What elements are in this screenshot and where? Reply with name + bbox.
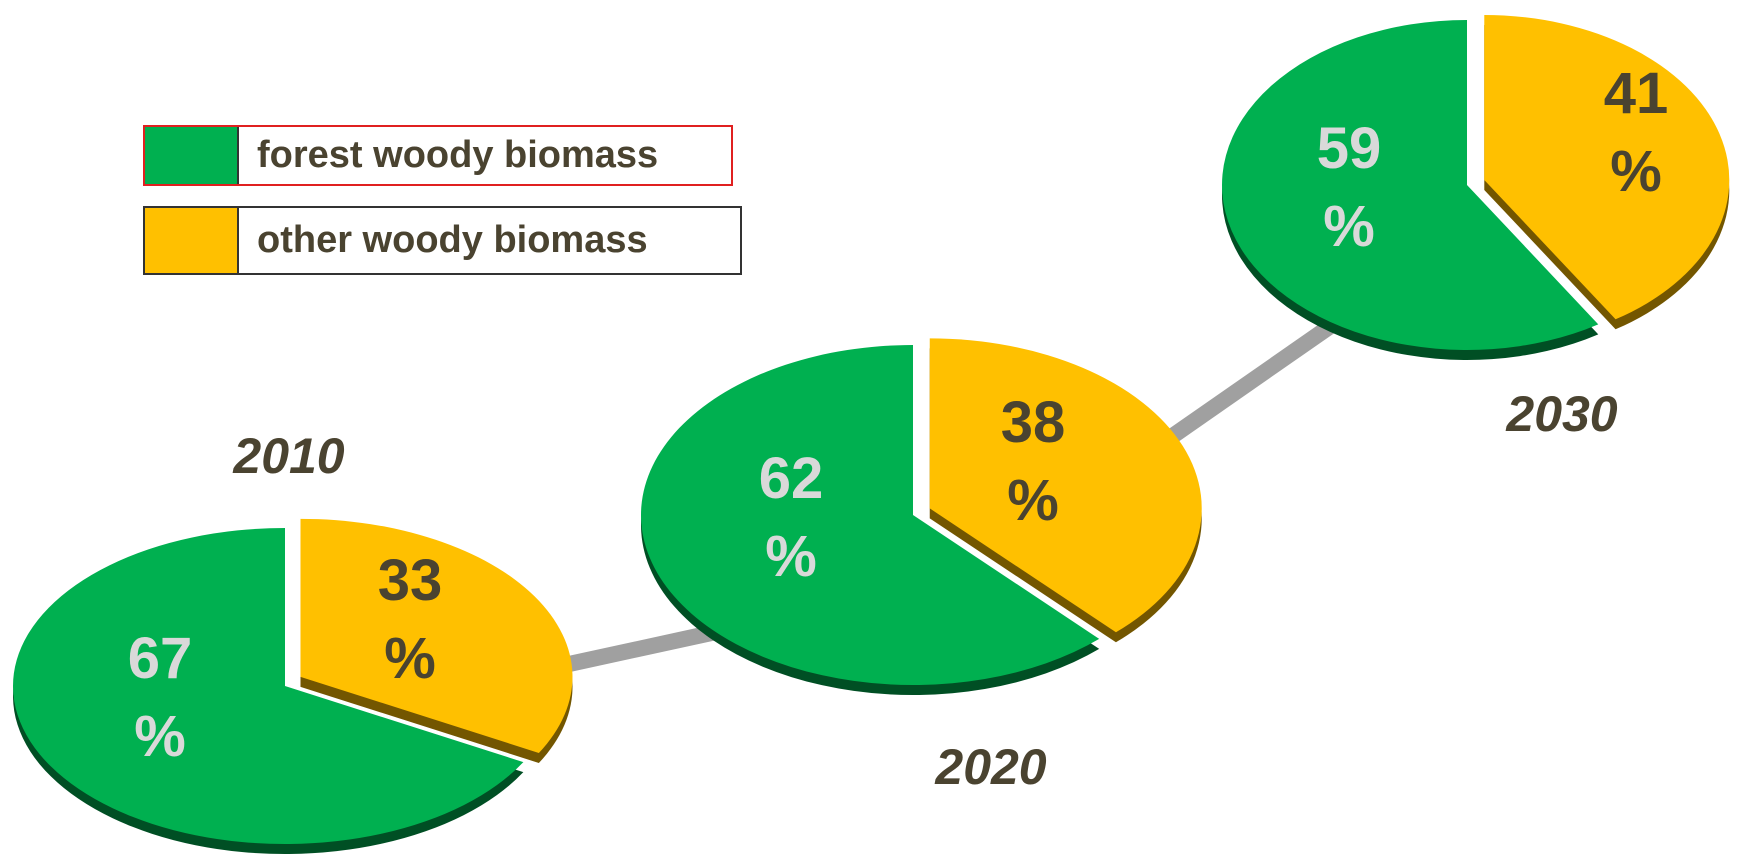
slice bbox=[1484, 14, 1730, 320]
slice bbox=[1221, 20, 1599, 350]
pie-title: 2030 bbox=[1506, 386, 1618, 442]
legend-swatch bbox=[145, 208, 239, 273]
legend-label: other woody biomass bbox=[257, 219, 648, 261]
value-label: 67 % bbox=[127, 626, 193, 769]
value-label: 59 % bbox=[1316, 116, 1382, 259]
legend-label: forest woody biomass bbox=[257, 134, 659, 176]
value-label: 62 % bbox=[758, 446, 824, 589]
slice bbox=[12, 528, 524, 845]
slice bbox=[300, 518, 573, 753]
slice bbox=[929, 338, 1202, 633]
value-label: 38 % bbox=[1000, 390, 1066, 533]
legend-item: other woody biomass bbox=[143, 206, 742, 275]
slice bbox=[641, 345, 1100, 685]
legend-item: forest woody biomass bbox=[143, 125, 733, 186]
pie-title: 2020 bbox=[935, 739, 1047, 795]
connector bbox=[558, 624, 718, 674]
value-label: 41 % bbox=[1603, 61, 1669, 204]
value-label: 33 % bbox=[377, 548, 443, 691]
legend-swatch bbox=[145, 127, 239, 184]
pie-title: 2010 bbox=[233, 428, 345, 484]
connector bbox=[1159, 318, 1337, 449]
